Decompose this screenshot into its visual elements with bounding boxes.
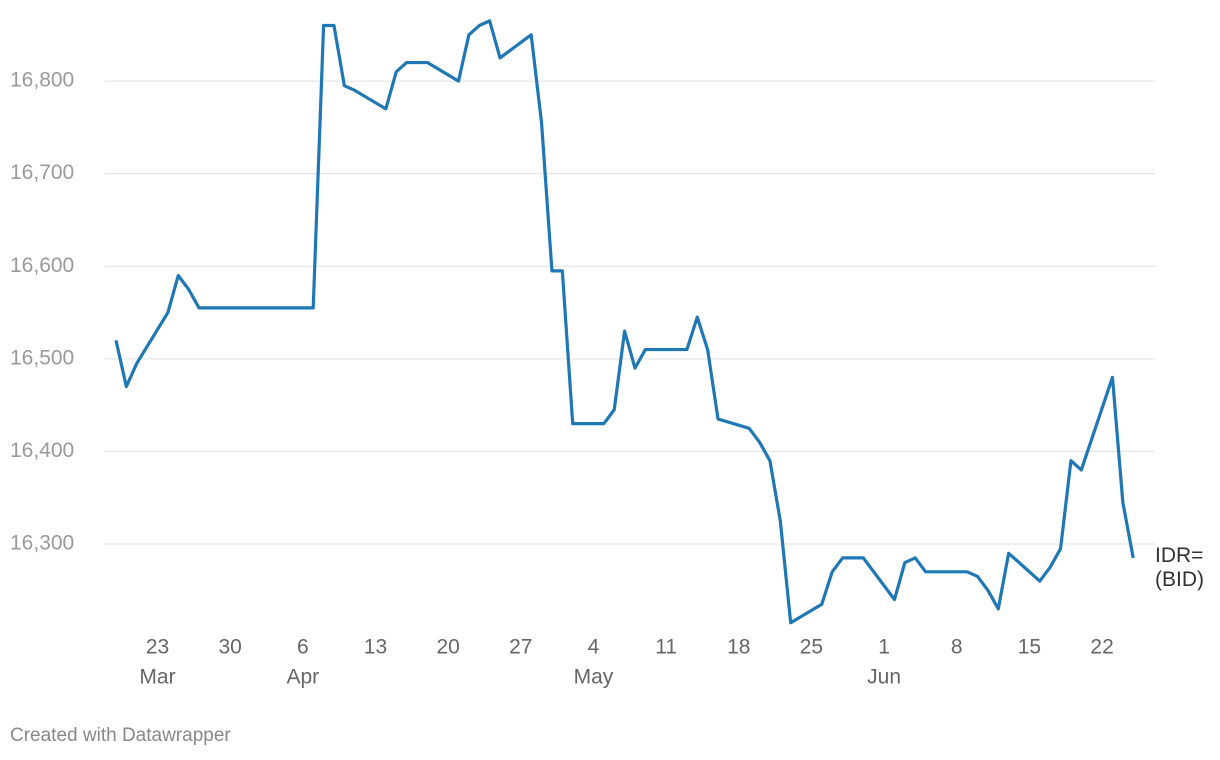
x-tick-label: 23 [146,636,169,659]
x-tick-label: 4 [588,636,600,659]
x-tick-label: 22 [1090,636,1113,659]
line [114,19,1135,625]
x-tick-label: 13 [364,636,387,659]
x-tick-label: 1 [878,636,890,659]
x-tick-label: 18 [727,636,750,659]
x-tick-label: 27 [509,636,532,659]
y-tick-label: 16,700 [10,161,74,184]
y-tick-label: 16,800 [10,69,74,92]
x-month-label: Apr [286,666,319,689]
x-tick-label: 25 [800,636,823,659]
x-tick-label: 11 [655,636,677,659]
x-month-label: May [574,666,614,689]
x-tick-label: 6 [297,636,309,659]
y-tick-label: 16,600 [10,254,74,277]
source-note: Created with Datawrapper [10,725,231,746]
x-tick-label: 8 [951,636,963,659]
x-tick-label: 30 [218,636,241,659]
y-tick-label: 16,400 [10,439,74,462]
x-month-label: Jun [867,666,901,689]
x-month-label: Mar [139,666,175,689]
x-tick-label: 20 [436,636,459,659]
y-tick-label: 16,500 [10,346,74,369]
series-label: IDR= (BID) [1155,544,1204,591]
x-tick-label: 15 [1018,636,1041,659]
y-tick-label: 16,300 [10,532,74,555]
